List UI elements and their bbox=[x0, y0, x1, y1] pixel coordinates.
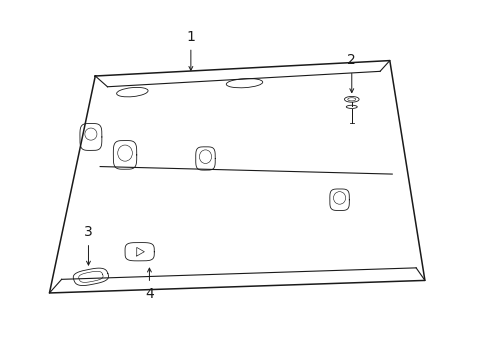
Text: 4: 4 bbox=[145, 287, 154, 301]
Text: 2: 2 bbox=[346, 53, 355, 67]
Text: 1: 1 bbox=[186, 30, 195, 44]
Text: 3: 3 bbox=[84, 225, 93, 239]
